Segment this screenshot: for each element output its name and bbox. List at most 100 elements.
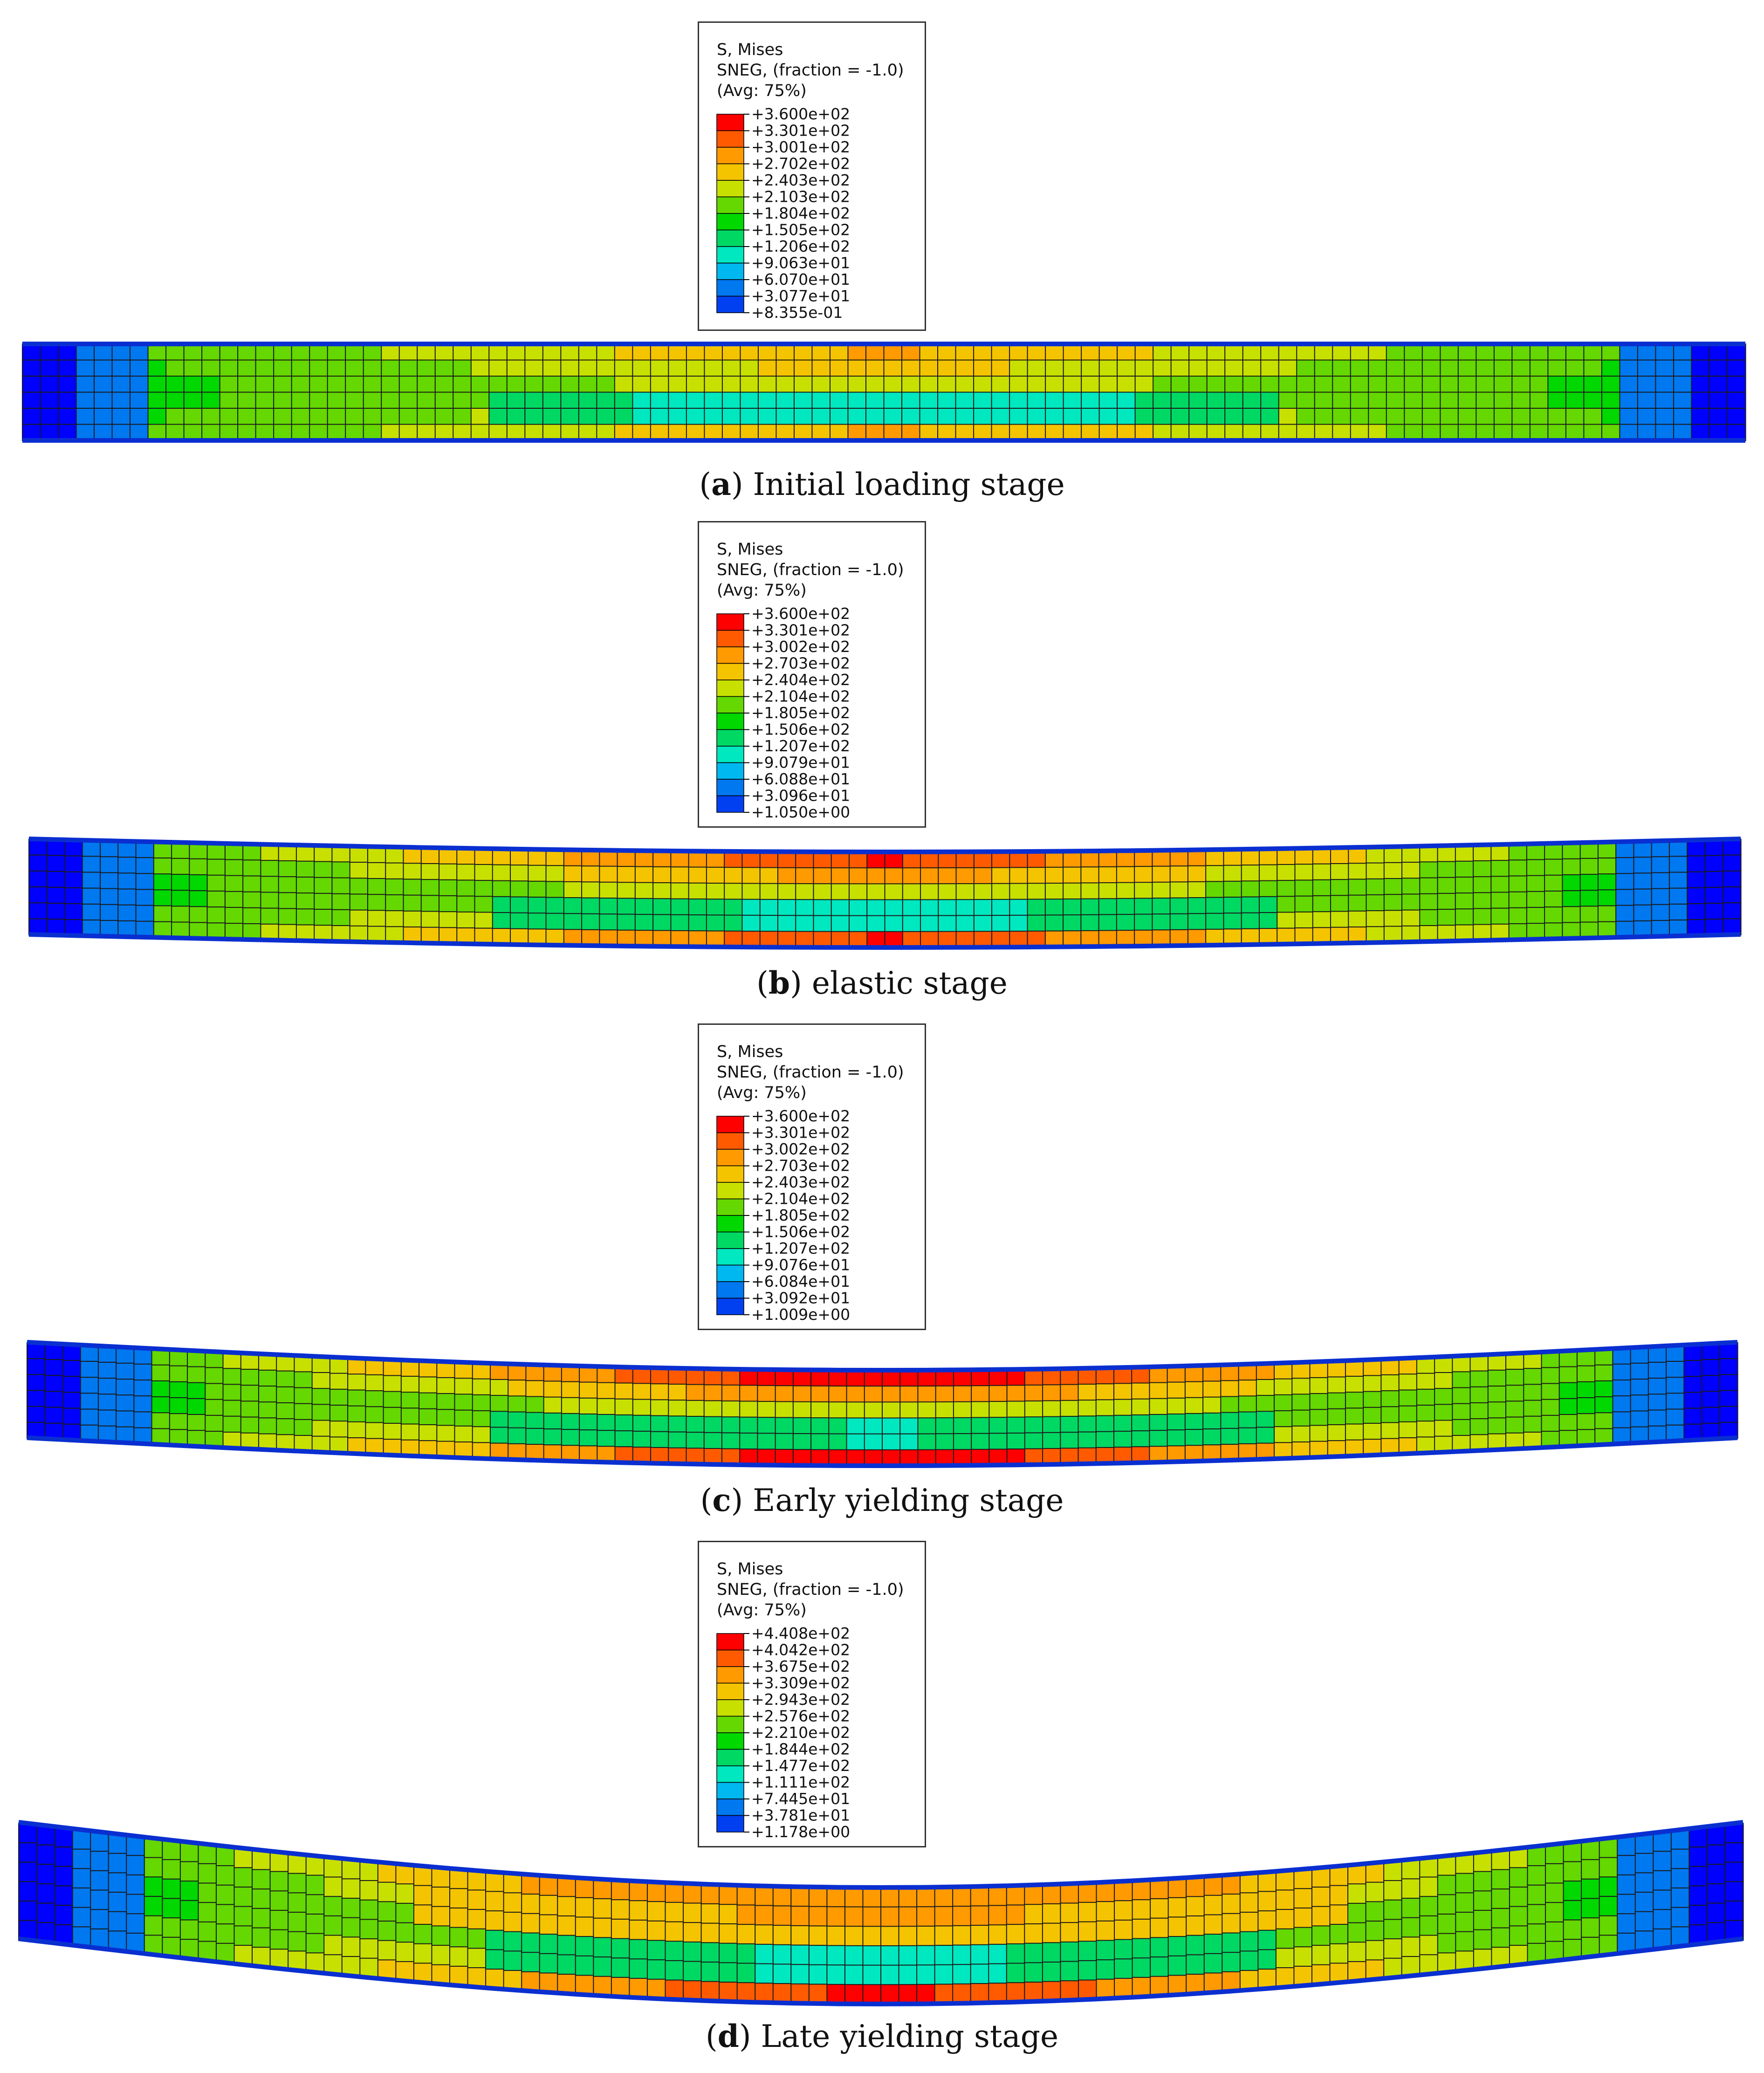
legend-title: S, Mises — [717, 1560, 783, 1579]
mesh-element — [1719, 1358, 1738, 1375]
mesh-element — [201, 359, 221, 377]
mesh-element — [1440, 376, 1459, 393]
mesh-element — [1704, 871, 1724, 888]
mesh-element — [1469, 1418, 1489, 1435]
mesh-element — [341, 1898, 361, 1919]
mesh-element — [1386, 343, 1405, 361]
mesh-element — [1634, 1853, 1654, 1874]
mesh-element — [617, 913, 636, 931]
mesh-element — [144, 1915, 163, 1936]
mesh-element — [1380, 1422, 1400, 1440]
scale-swatch — [716, 1198, 744, 1216]
mesh-element — [757, 1433, 776, 1450]
mesh-element — [359, 1957, 379, 1978]
mesh-element — [543, 1396, 563, 1414]
mesh-element — [383, 1375, 402, 1393]
mesh-element — [291, 408, 310, 426]
mesh-element — [18, 1900, 38, 1922]
mesh-element — [1452, 1387, 1471, 1405]
mesh-element — [171, 874, 190, 891]
mesh-element — [793, 359, 813, 377]
mesh-element — [169, 1413, 188, 1430]
mesh-element — [108, 1892, 127, 1913]
mesh-element — [1060, 1961, 1079, 1982]
mesh-element — [934, 1984, 954, 2004]
mesh-element — [1098, 898, 1118, 915]
mesh-element — [1060, 1384, 1079, 1401]
mesh-element — [260, 892, 280, 909]
mesh-element — [578, 391, 597, 409]
mesh-element — [629, 1881, 648, 1901]
mesh-element — [1312, 879, 1332, 897]
mesh-element — [1547, 408, 1567, 426]
mesh-element — [1617, 1894, 1636, 1915]
mesh-element — [449, 1907, 469, 1929]
scale-swatch — [716, 729, 744, 747]
mesh-element — [1131, 1398, 1151, 1416]
scale-value: +2.403e+02 — [751, 171, 850, 189]
mesh-element — [668, 1400, 687, 1417]
mesh-element — [901, 424, 921, 441]
mesh-element — [97, 1409, 117, 1427]
mesh-element — [417, 343, 436, 361]
mesh-element — [130, 376, 149, 393]
mesh-element — [467, 1928, 487, 1949]
mesh-element — [503, 1892, 522, 1913]
mesh-element — [1042, 1961, 1062, 1983]
mesh-element — [1294, 895, 1314, 913]
scale-value: +6.070e+01 — [751, 270, 850, 288]
mesh-element — [952, 1886, 972, 1907]
mesh-element — [1260, 343, 1280, 361]
mesh-element — [1558, 1366, 1578, 1384]
mesh-element — [557, 1896, 577, 1917]
mesh-element — [1063, 914, 1082, 932]
mesh-element — [617, 882, 636, 899]
mesh-element — [1457, 424, 1477, 441]
mesh-element — [1437, 1874, 1456, 1895]
mesh-element — [901, 359, 921, 377]
mesh-element — [700, 1884, 720, 1905]
mesh-element — [1419, 893, 1439, 911]
mesh-element — [1258, 912, 1278, 929]
mesh-element — [62, 1376, 82, 1393]
mesh-element — [1380, 1406, 1400, 1424]
mesh-element — [1347, 1942, 1367, 1963]
mesh-element — [1063, 359, 1082, 377]
mesh-element — [629, 1958, 648, 1979]
mesh-element — [1565, 408, 1585, 426]
mesh-element — [1203, 1934, 1223, 1955]
mesh-element — [1241, 896, 1260, 914]
scale-swatch — [716, 795, 744, 813]
mesh-element — [311, 1388, 331, 1405]
mesh-element — [1239, 1931, 1259, 1952]
mesh-element — [884, 899, 904, 917]
mesh-element — [1599, 1896, 1618, 1917]
mesh-element — [597, 1398, 616, 1415]
mesh-element — [80, 1393, 99, 1410]
mesh-element — [183, 376, 203, 393]
mesh-element — [988, 1400, 1008, 1418]
mesh-element — [1490, 876, 1510, 893]
mesh-element — [880, 1906, 900, 1927]
mesh-element — [557, 1876, 577, 1897]
mesh-element — [1114, 1958, 1133, 1979]
scale-swatch — [716, 663, 744, 680]
mesh-element — [934, 1887, 954, 1908]
mesh-element — [1238, 1380, 1257, 1397]
mesh-element — [632, 1383, 652, 1400]
mesh-element — [1296, 376, 1316, 393]
mesh-element — [937, 408, 957, 426]
mesh-element — [359, 1880, 379, 1901]
mesh-element — [650, 376, 669, 393]
mesh-element — [434, 408, 454, 426]
mesh-element — [1260, 408, 1280, 426]
mesh-element — [327, 376, 346, 393]
mesh-element — [952, 1944, 972, 1965]
mesh-element — [1437, 1933, 1456, 1954]
mesh-element — [1594, 1380, 1613, 1398]
mesh-element — [741, 851, 761, 868]
mesh-element — [1615, 873, 1635, 891]
mesh-element — [1205, 881, 1225, 899]
mesh-element — [1114, 1900, 1133, 1921]
mesh-element — [1081, 376, 1100, 393]
